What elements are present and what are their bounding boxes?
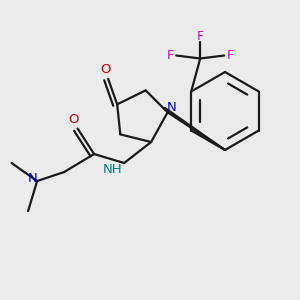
Text: NH: NH [103,163,123,176]
Text: F: F [227,49,234,62]
Text: N: N [28,172,38,184]
Text: N: N [167,101,177,114]
Text: F: F [197,29,204,43]
Text: O: O [68,113,78,126]
Text: F: F [167,49,174,62]
Text: O: O [100,63,110,76]
